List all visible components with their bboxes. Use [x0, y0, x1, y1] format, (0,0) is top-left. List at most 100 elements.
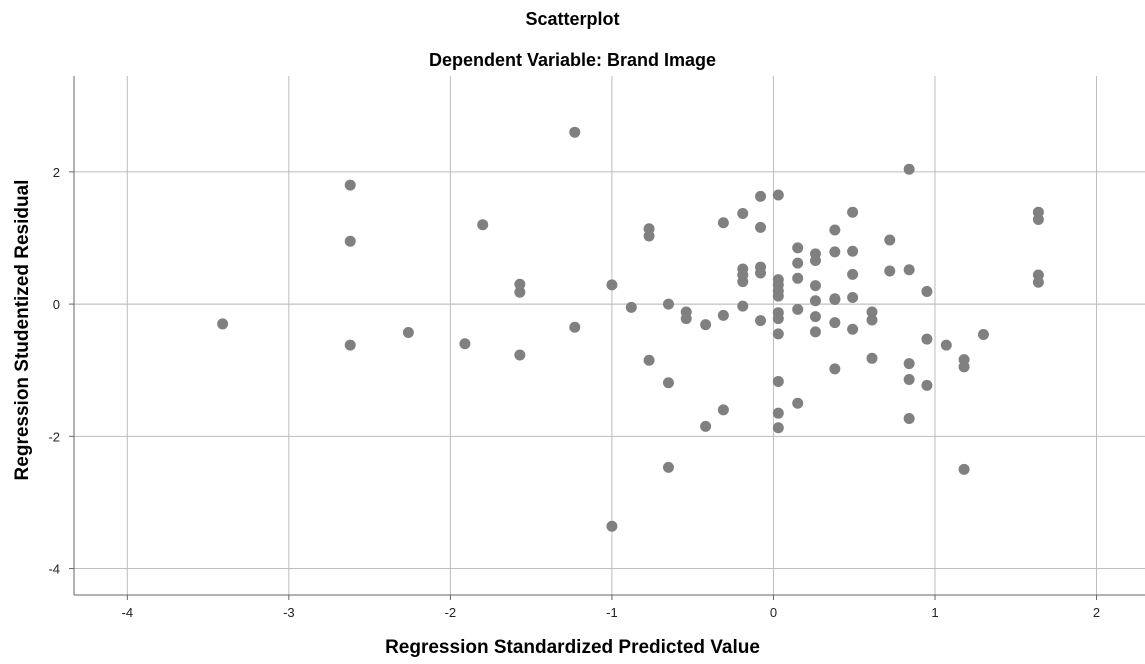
data-point [921, 333, 933, 345]
y-tick-label: 2 [53, 165, 60, 180]
data-points [217, 126, 1044, 532]
data-point [717, 404, 729, 416]
data-point [514, 286, 526, 298]
data-point [606, 520, 618, 532]
chart-subtitle: Dependent Variable: Brand Image [428, 50, 717, 70]
data-point [643, 354, 655, 366]
data-point [643, 230, 655, 242]
data-point [809, 326, 821, 338]
data-point [903, 163, 915, 175]
data-point [217, 318, 229, 330]
data-point [829, 246, 841, 258]
data-point [717, 217, 729, 229]
data-point [792, 257, 804, 269]
data-point [662, 298, 674, 310]
data-point [569, 126, 581, 138]
data-point [847, 323, 859, 335]
data-point [903, 264, 915, 276]
data-point [514, 349, 526, 361]
data-point [344, 339, 356, 351]
data-point [344, 235, 356, 247]
data-point [1032, 213, 1044, 225]
data-point [662, 461, 674, 473]
data-point [884, 234, 896, 246]
data-point [792, 272, 804, 284]
data-point [921, 379, 933, 391]
data-point [737, 208, 749, 220]
y-tick-labels: -4 -2 0 2 [48, 165, 60, 577]
data-point [809, 311, 821, 323]
x-tick-label: -1 [606, 605, 618, 620]
data-point [772, 328, 784, 340]
data-point [755, 221, 767, 233]
data-point [772, 290, 784, 302]
data-point [737, 276, 749, 288]
data-point [940, 339, 952, 351]
chart-title: Scatterplot [525, 9, 620, 29]
x-tick-label: 2 [1093, 605, 1100, 620]
data-point [625, 301, 637, 313]
y-tick-label: -2 [48, 429, 60, 444]
x-tick-label: -3 [283, 605, 295, 620]
data-point [958, 361, 970, 373]
data-point [569, 321, 581, 333]
data-point [809, 295, 821, 307]
data-point [921, 286, 933, 298]
data-point [847, 206, 859, 218]
data-point [903, 373, 915, 385]
grid-lines [74, 76, 1145, 595]
data-point [700, 420, 712, 432]
data-point [977, 329, 989, 341]
data-point [344, 179, 356, 191]
x-tick-label: -2 [445, 605, 457, 620]
data-point [792, 397, 804, 409]
data-point [847, 291, 859, 303]
data-point [772, 407, 784, 419]
data-point [884, 265, 896, 277]
axes [69, 76, 1145, 600]
data-point [737, 300, 749, 312]
data-point [459, 338, 471, 350]
data-point [514, 278, 526, 290]
data-point [700, 319, 712, 331]
data-point [829, 224, 841, 236]
data-point [809, 254, 821, 266]
data-point [402, 327, 414, 339]
data-point [772, 422, 784, 434]
data-point [866, 314, 878, 326]
data-point [829, 293, 841, 305]
y-tick-label: -4 [48, 562, 60, 577]
data-point [866, 306, 878, 318]
data-point [662, 377, 674, 389]
data-point [717, 309, 729, 321]
data-point [772, 189, 784, 201]
data-point [772, 375, 784, 387]
data-point [606, 279, 618, 291]
data-point [958, 463, 970, 475]
data-point [755, 190, 767, 202]
data-point [903, 412, 915, 424]
data-point [792, 303, 804, 315]
data-point [792, 242, 804, 254]
x-tick-labels: -4 -3 -2 -1 0 1 2 [122, 605, 1101, 620]
data-point [847, 268, 859, 280]
data-point [755, 315, 767, 327]
data-point [903, 358, 915, 370]
y-tick-label: 0 [53, 297, 60, 312]
x-tick-label: -4 [122, 605, 134, 620]
data-point [866, 352, 878, 364]
data-point [772, 313, 784, 325]
data-point [829, 363, 841, 375]
x-tick-label: 0 [770, 605, 777, 620]
x-axis-title: Regression Standardized Predicted Value [385, 637, 760, 658]
data-point [809, 280, 821, 292]
data-point [755, 267, 767, 279]
data-point [680, 313, 692, 325]
y-axis-title: Regression Studentized Residual [12, 179, 33, 481]
x-tick-label: 1 [931, 605, 938, 620]
data-point [1032, 276, 1044, 288]
data-point [477, 219, 489, 231]
data-point [829, 317, 841, 329]
data-point [847, 245, 859, 257]
